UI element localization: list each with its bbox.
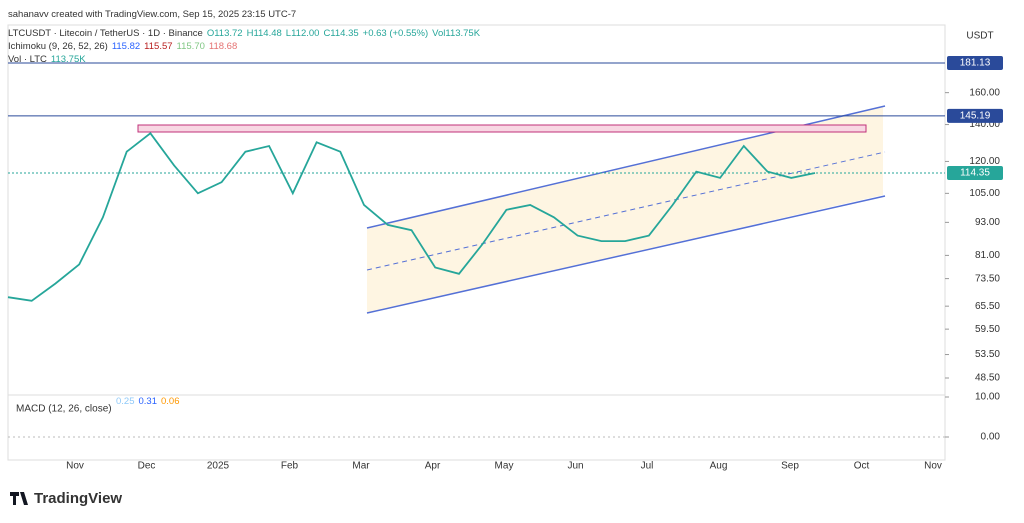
y-tick-label: 53.50	[975, 349, 1000, 360]
x-tick-label: Jul	[641, 461, 654, 472]
x-tick-label: Dec	[138, 461, 156, 472]
level-label: 114.35	[960, 168, 990, 179]
y-tick-label: 59.50	[975, 324, 1000, 335]
resistance-zone	[137, 124, 867, 133]
level-label: 145.19	[960, 111, 991, 122]
vol-label: Vol · LTC	[8, 54, 47, 65]
macd-label: MACD (12, 26, close)	[16, 404, 112, 415]
x-tick-label: Mar	[352, 461, 370, 472]
macd-values: 0.25 0.31 0.06	[116, 395, 184, 408]
ichimoku-value: 115.70	[176, 41, 205, 52]
low: L112.00	[285, 28, 320, 39]
x-tick-label: Nov	[66, 461, 84, 472]
x-tick-label: Jun	[567, 461, 583, 472]
ichimoku-value: 118.68	[208, 41, 238, 52]
macd-tick-label: 0.00	[981, 432, 1001, 443]
y-tick-label: 140.00	[969, 119, 1000, 130]
symbol: LTCUSDT · Litecoin / TetherUS · 1D · Bin…	[8, 28, 203, 39]
vol-value: 113.75K	[50, 54, 86, 65]
channel-bottom	[366, 195, 886, 314]
level-label: 181.13	[960, 58, 991, 69]
y-tick-label: 73.50	[975, 273, 1000, 284]
price-line	[7, 132, 816, 302]
macd-tick-label: 10.00	[975, 392, 1000, 403]
ichimoku-row: Ichimoku (9, 26, 52, 26) 115.82 115.57 115.…	[8, 40, 484, 53]
footer-logo	[10, 492, 28, 505]
level-box	[947, 56, 1003, 70]
macd-value: 0.06	[161, 396, 180, 407]
ichimoku-value: 115.57	[144, 41, 173, 52]
y-tick-label: 120.00	[969, 156, 1000, 167]
y-tick-label: 105.00	[969, 188, 1000, 199]
y-tick-label: 160.00	[969, 87, 1000, 98]
macd-value: 0.31	[138, 396, 158, 407]
channel-mid	[366, 151, 886, 271]
volume: Vol113.75K	[432, 28, 481, 39]
ichimoku: Ichimoku (9, 26, 52, 26)	[8, 41, 108, 52]
currency: USDT	[966, 31, 993, 42]
y-tick-label: 93.00	[975, 217, 1000, 228]
x-tick-label: Oct	[854, 461, 870, 472]
x-tick-label: Apr	[425, 461, 441, 472]
x-tick-label: Sep	[781, 461, 799, 472]
header: sahanavv created with TradingView.com, S…	[8, 8, 484, 407]
vol-row: Vol · LTC 113.75K	[8, 53, 484, 66]
y-tick-label: 65.50	[975, 301, 1000, 312]
open: O113.72	[206, 28, 243, 39]
x-tick-label: Aug	[710, 461, 728, 472]
macd-value: 0.25	[116, 396, 135, 407]
credit: sahanavv created with TradingView.com, S…	[8, 9, 297, 20]
y-tick-label: 48.50	[975, 373, 1000, 384]
high: H114.48	[246, 28, 282, 39]
y-tick-label: 81.00	[975, 250, 1000, 261]
level-box	[947, 108, 1003, 123]
x-tick-label: Nov	[924, 461, 942, 472]
ichimoku-value: 115.82	[111, 41, 141, 52]
level-box	[947, 165, 1003, 180]
change: +0.63 (+0.55%)	[362, 28, 429, 39]
footer: TradingView	[34, 490, 122, 507]
close: C114.35	[323, 28, 359, 39]
x-tick-label: 2025	[207, 461, 230, 472]
x-tick-label: Feb	[281, 461, 299, 472]
x-tick-label: May	[495, 461, 514, 472]
ohlc-row: LTCUSDT · Litecoin / TetherUS · 1D · Bin…	[8, 27, 484, 40]
